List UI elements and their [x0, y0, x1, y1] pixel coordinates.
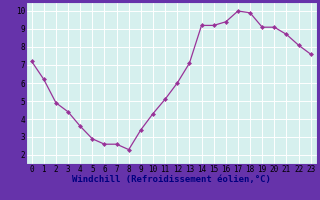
X-axis label: Windchill (Refroidissement éolien,°C): Windchill (Refroidissement éolien,°C) [72, 175, 271, 184]
